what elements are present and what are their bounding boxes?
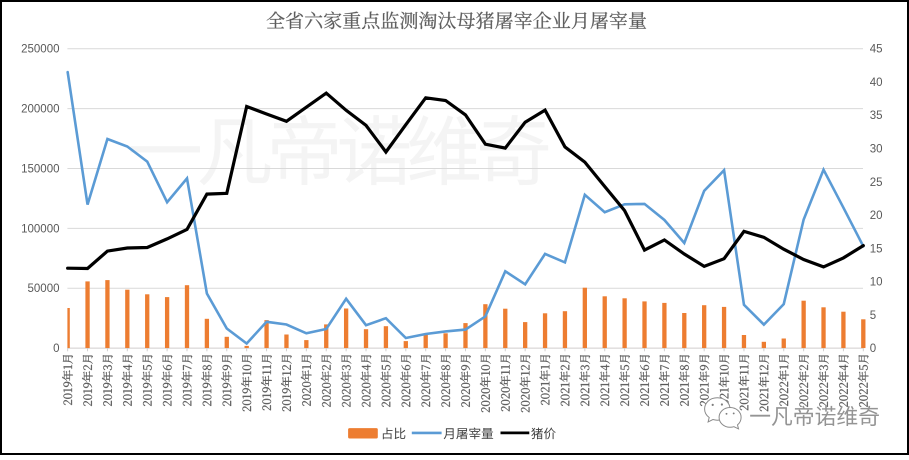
svg-text:50000: 50000: [28, 283, 60, 295]
svg-text:0: 0: [53, 343, 59, 355]
svg-text:200000: 200000: [21, 104, 59, 116]
svg-text:20: 20: [870, 210, 883, 222]
svg-text:25: 25: [870, 177, 883, 189]
svg-text:35: 35: [870, 110, 883, 122]
svg-text:150000: 150000: [21, 163, 59, 175]
svg-text:10: 10: [870, 277, 883, 289]
svg-text:5: 5: [870, 310, 876, 322]
svg-text:0: 0: [870, 343, 876, 355]
svg-text:40: 40: [870, 77, 883, 89]
svg-text:45: 45: [870, 44, 883, 56]
svg-text:250000: 250000: [21, 44, 59, 56]
svg-text:15: 15: [870, 243, 883, 255]
svg-text:100000: 100000: [21, 223, 59, 235]
svg-text:30: 30: [870, 144, 883, 156]
